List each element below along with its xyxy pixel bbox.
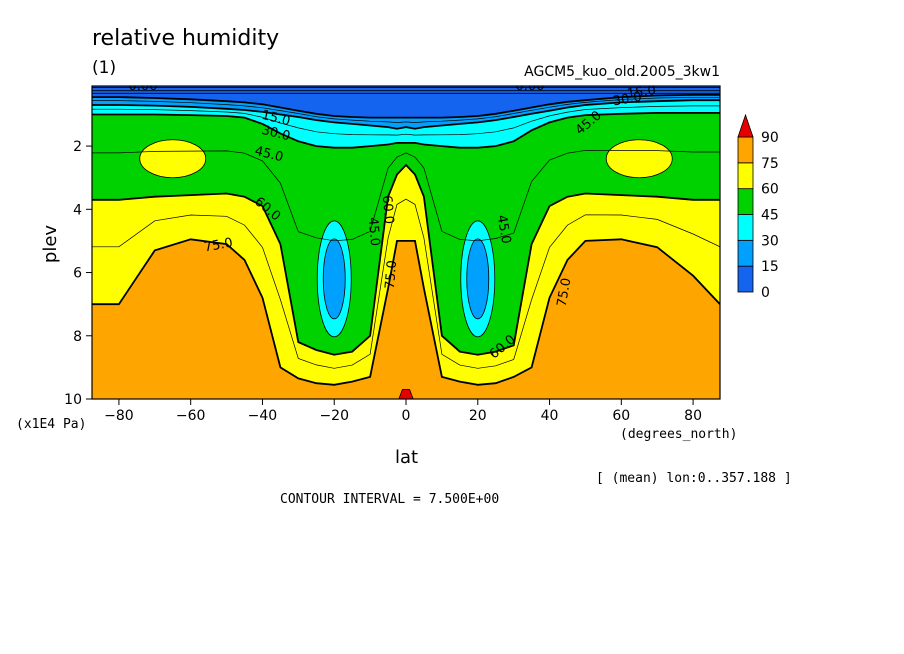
x-tick-label: 60 xyxy=(612,408,630,424)
colorbar-label: 75 xyxy=(761,156,779,172)
y-tick-label: 2 xyxy=(73,139,82,155)
colorbar-label: 90 xyxy=(761,130,779,146)
x-tick-label: −20 xyxy=(319,408,349,424)
x-tick-label: 20 xyxy=(469,408,487,424)
contour-line-30 xyxy=(92,99,720,130)
y-axis-title: plev xyxy=(40,225,61,264)
contour-label: 30.0 xyxy=(260,123,292,145)
y-tick-label: 8 xyxy=(73,329,82,345)
y-tick-label: 10 xyxy=(64,392,82,408)
contour-line-thin xyxy=(92,198,720,369)
y-tick-label: 6 xyxy=(73,266,82,282)
dry-core-blue xyxy=(322,238,346,320)
contour-label: 75.0 xyxy=(203,236,234,256)
x-axis-title: lat xyxy=(395,447,418,468)
averaging-note: [ (mean) lon:0..357.188 ] xyxy=(596,471,792,486)
x-tick-label: −60 xyxy=(176,408,206,424)
contour-line-thin xyxy=(92,96,720,123)
x-tick-label: 0 xyxy=(402,408,411,424)
colorbar-box-75 xyxy=(737,136,754,164)
x-tick-label: 40 xyxy=(541,408,559,424)
y-axis: 2 4 6 8 10 xyxy=(64,139,92,408)
contour-label: 75.0 xyxy=(383,260,400,290)
colorbar: 0 15 30 45 60 75 90 xyxy=(737,113,779,301)
contour-line-thin xyxy=(92,150,720,242)
contour-fill xyxy=(92,86,720,399)
colorbar-arrow xyxy=(737,113,754,138)
colorbar-box-45 xyxy=(737,188,754,215)
equatorial-red-core xyxy=(398,389,414,399)
x-tick-label: 80 xyxy=(684,408,702,424)
contour-label: 45.0 xyxy=(365,217,382,247)
moist-core-yellow xyxy=(605,139,673,179)
contour-label: 45.0 xyxy=(253,144,285,166)
y-tick-label: 4 xyxy=(73,202,82,218)
colorbar-label: 30 xyxy=(761,233,779,249)
x-axis-units: (degrees_north) xyxy=(620,427,737,442)
colorbar-label: 45 xyxy=(761,208,779,224)
x-tick-label: −80 xyxy=(104,408,134,424)
x-axis: −80 −60 −40 −20 0 20 40 60 80 xyxy=(104,399,702,424)
colorbar-box-30 xyxy=(737,214,754,241)
contour-label: 15.0 xyxy=(260,108,292,130)
contour-line-75 xyxy=(92,238,720,386)
chart-title: relative humidity xyxy=(92,26,279,51)
colorbar-box-60 xyxy=(737,162,754,190)
contour-label: 60.0 xyxy=(379,195,396,225)
colorbar-label: 15 xyxy=(761,259,779,275)
y-axis-units: (x1E4 Pa) xyxy=(16,417,86,432)
colorbar-label: 0 xyxy=(761,285,770,301)
panel-label: (1) xyxy=(92,58,116,78)
contour-lines xyxy=(92,87,720,386)
x-tick-label: −40 xyxy=(248,408,278,424)
colorbar-box-15 xyxy=(737,239,754,267)
contour-label: 30.0 xyxy=(612,90,643,110)
dataset-label: AGCM5_kuo_old.2005_3kw1 xyxy=(524,64,720,80)
contour-label: 75.0 xyxy=(555,277,575,308)
dry-core-blue xyxy=(466,238,490,320)
contour-label: 15.0 xyxy=(626,83,657,102)
contour-label: 0.00 xyxy=(129,79,158,94)
contour-label: 0.00 xyxy=(516,79,545,94)
contour-line-45 xyxy=(92,112,720,149)
band-above-75 xyxy=(92,239,720,399)
contour-line-60 xyxy=(92,163,720,356)
contour-interval-text: CONTOUR INTERVAL = 7.500E+00 xyxy=(280,492,499,507)
colorbar-label: 60 xyxy=(761,182,779,198)
colorbar-box-0 xyxy=(737,265,754,293)
contour-line-15 xyxy=(92,94,720,119)
moist-core-yellow xyxy=(139,139,207,179)
contour-line-thin xyxy=(92,105,720,136)
contour-label: 45.0 xyxy=(494,214,514,245)
